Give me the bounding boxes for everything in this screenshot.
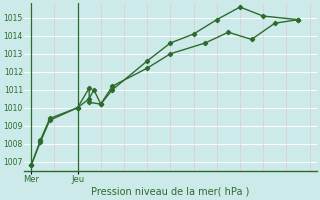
X-axis label: Pression niveau de la mer( hPa ): Pression niveau de la mer( hPa ) <box>91 187 250 197</box>
